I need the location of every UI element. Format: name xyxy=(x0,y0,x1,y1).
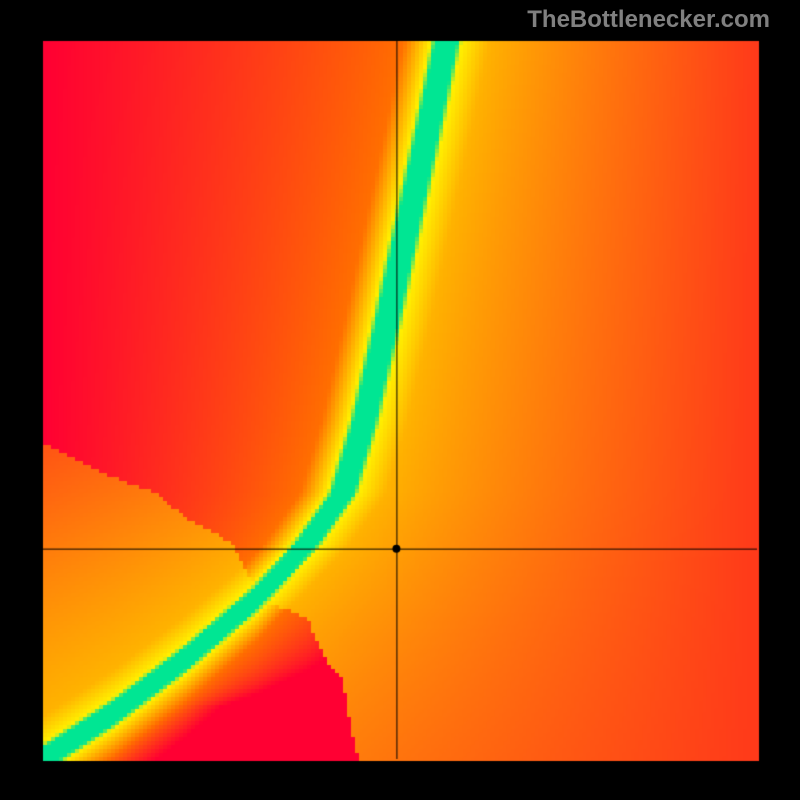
chart-container: TheBottlenecker.com xyxy=(0,0,800,800)
heatmap-canvas xyxy=(0,0,800,800)
